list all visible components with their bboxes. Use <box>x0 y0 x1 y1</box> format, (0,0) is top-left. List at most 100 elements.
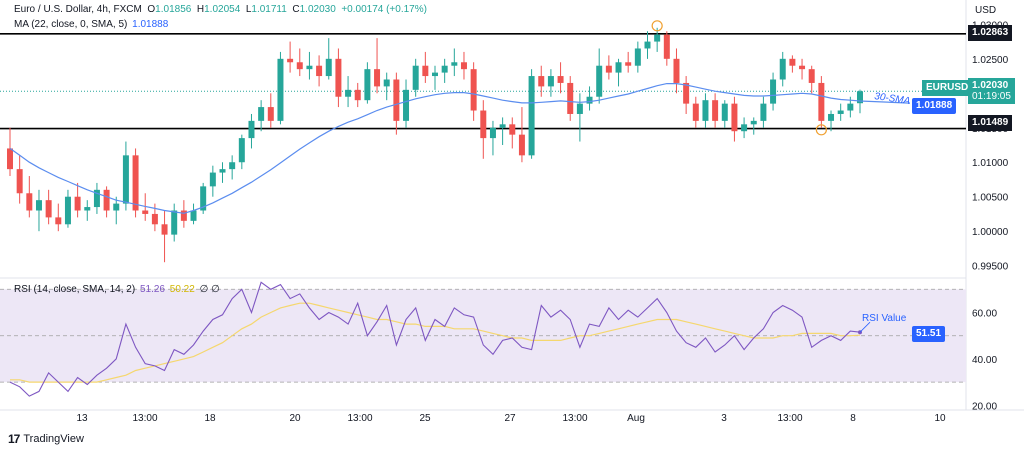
candle-body <box>760 103 767 121</box>
candle <box>93 182 100 214</box>
candle <box>634 41 641 73</box>
candle-body <box>200 186 207 211</box>
candle-body <box>779 58 786 80</box>
candle-body <box>615 62 622 73</box>
candle <box>712 93 719 128</box>
candle-body <box>412 65 419 90</box>
ma-legend: MA (22, close, 0, SMA, 5) 1.01888 <box>14 19 168 30</box>
candle-body <box>16 169 23 194</box>
rsi-annotation-pointer <box>859 321 871 333</box>
price-tick-label: 1.01000 <box>972 158 1009 169</box>
candle <box>316 55 323 87</box>
candle-body <box>306 65 313 70</box>
candle-body <box>55 217 62 225</box>
rsi-label: RSI (14, close, SMA, 14, 2) <box>14 284 136 295</box>
candle <box>277 51 284 125</box>
candle-body <box>142 210 149 214</box>
candle-body <box>441 65 448 73</box>
candle-body <box>567 82 574 114</box>
candle <box>374 38 381 94</box>
candle-body <box>93 189 100 208</box>
tradingview-brand[interactable]: 17 TradingView <box>8 432 84 446</box>
candle <box>325 38 332 80</box>
candle <box>596 48 603 104</box>
candle-body <box>837 110 844 114</box>
candle <box>499 117 506 145</box>
candle-body <box>808 69 815 83</box>
candle-body <box>345 89 352 97</box>
candle-body <box>538 76 545 87</box>
candle <box>16 155 23 204</box>
candle <box>770 72 777 111</box>
candle-body <box>683 82 690 104</box>
candle <box>557 62 564 94</box>
candle-body <box>518 134 525 156</box>
rsi-value: 51.26 <box>139 284 165 295</box>
candle <box>7 127 13 177</box>
candle-body <box>296 62 303 70</box>
candle <box>673 48 680 94</box>
candle <box>683 76 690 114</box>
candle-body <box>7 148 13 170</box>
candle-body <box>171 210 178 235</box>
candle <box>441 58 448 83</box>
candle <box>470 62 477 121</box>
candle <box>663 31 670 66</box>
candle <box>412 58 419 97</box>
candle <box>509 117 516 149</box>
time-tick-label: 10 <box>934 413 946 424</box>
rsi-extra: ∅ ∅ <box>199 284 220 295</box>
candle-body <box>857 91 863 104</box>
candle-body <box>422 65 429 77</box>
candle <box>547 69 554 97</box>
candle-body <box>605 65 612 73</box>
candle-body <box>316 65 323 77</box>
rsi-tick-label: 20.00 <box>972 401 997 412</box>
candle-body <box>180 210 187 221</box>
candle <box>267 93 274 128</box>
candle <box>789 55 796 73</box>
candle-body <box>470 69 477 111</box>
candle-body <box>828 113 835 121</box>
candle <box>750 117 757 135</box>
candle <box>828 110 835 132</box>
candle-body <box>528 76 535 156</box>
candle-body <box>45 200 52 218</box>
time-tick-label: 13:00 <box>562 413 587 424</box>
candle-body <box>229 162 236 170</box>
candle-body <box>596 65 603 97</box>
price-tick-label: 1.00500 <box>972 193 1009 204</box>
candle-body <box>190 210 197 221</box>
candle <box>200 182 207 214</box>
countdown: 01:19:05 <box>972 91 1011 102</box>
candle-body <box>219 169 226 173</box>
candle-body <box>557 76 564 83</box>
rsi-ma-line <box>10 302 861 383</box>
rsi-line <box>9 281 861 397</box>
candle <box>480 100 487 159</box>
ma-value: 1.01888 <box>132 19 169 30</box>
time-tick-label: 13 <box>76 413 88 424</box>
rsi-legend: RSI (14, close, SMA, 14, 2) 51.26 50.22 … <box>14 284 220 295</box>
candle <box>26 176 33 218</box>
candle-body <box>64 196 71 225</box>
time-tick-label: 13:00 <box>777 413 802 424</box>
candle-body <box>248 120 255 139</box>
time-tick-label: 18 <box>204 413 216 424</box>
candle <box>45 189 52 225</box>
candle-body <box>654 34 661 42</box>
ma-label: MA (22, close, 0, SMA, 5) <box>14 19 128 30</box>
candle-body <box>335 58 342 97</box>
candle-body <box>750 120 757 125</box>
candle <box>171 203 178 242</box>
candle <box>383 72 390 101</box>
candle <box>702 93 709 128</box>
support-touch-marker <box>815 124 827 136</box>
candle-body <box>113 203 120 211</box>
candle <box>451 48 458 77</box>
candle <box>818 76 825 128</box>
close-value: 1.02030 <box>299 4 336 15</box>
candle <box>287 41 294 73</box>
candle <box>161 210 168 263</box>
